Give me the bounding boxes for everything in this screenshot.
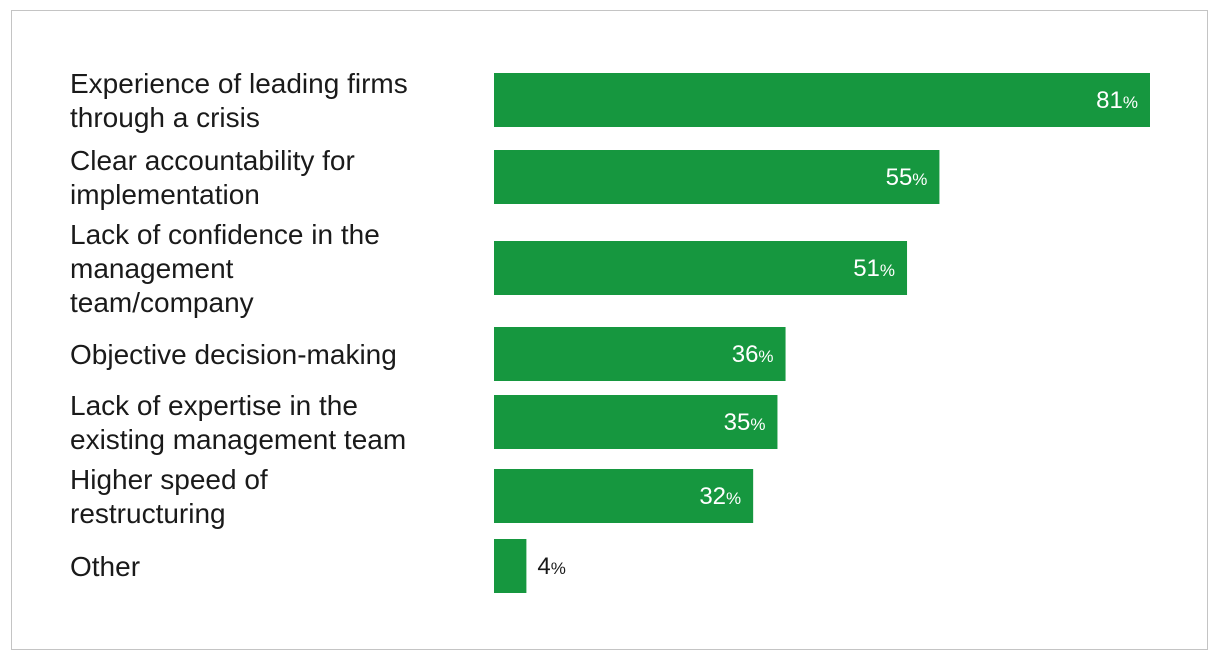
bar bbox=[494, 395, 778, 449]
category-label: Lack of expertise in the existing managem… bbox=[70, 390, 406, 455]
data-label: 51% bbox=[853, 255, 895, 282]
data-label: 32% bbox=[699, 483, 741, 510]
bar bbox=[494, 150, 940, 204]
bar bbox=[494, 73, 1150, 127]
data-label: 4% bbox=[537, 553, 565, 580]
category-label: Experience of leading firms through a cri… bbox=[70, 68, 408, 133]
category-label: Clear accountability for implementation bbox=[70, 145, 355, 210]
category-label: Higher speed of restructuring bbox=[70, 464, 268, 529]
category-label: Other bbox=[70, 551, 140, 582]
data-label: 81% bbox=[1096, 87, 1138, 114]
bar bbox=[494, 469, 754, 523]
category-label: Objective decision-making bbox=[70, 339, 397, 370]
bar bbox=[494, 539, 527, 593]
category-label: Lack of confidence in the management team/… bbox=[70, 219, 380, 318]
data-label: 55% bbox=[886, 164, 928, 191]
bar bbox=[494, 327, 786, 381]
bar bbox=[494, 241, 908, 295]
data-label: 35% bbox=[724, 409, 766, 436]
data-label: 36% bbox=[732, 341, 774, 368]
